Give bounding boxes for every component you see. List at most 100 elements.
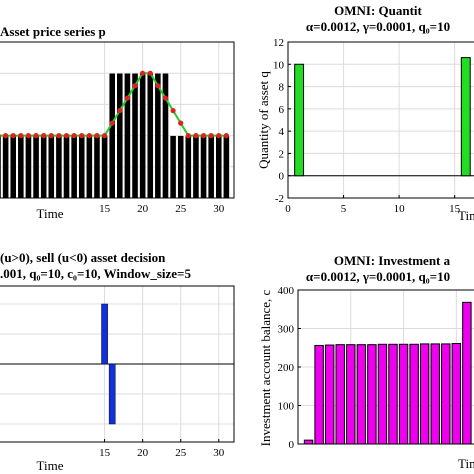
price-marker	[216, 133, 222, 139]
decision-xlabel: Time	[37, 458, 64, 473]
price-x-ticks: 15 20 25 30	[99, 195, 225, 215]
decision-bars	[101, 303, 116, 425]
investment-xlabel: Time	[458, 456, 474, 471]
investment-bar	[462, 301, 472, 445]
price-marker	[147, 70, 153, 76]
price-bars	[0, 72, 230, 199]
panel-price: Asset price series p 15 20 25 30 Time	[0, 24, 235, 221]
x-tick-label: 15	[99, 203, 111, 215]
investment-bar	[303, 439, 314, 445]
price-marker	[117, 108, 123, 114]
price-marker	[25, 133, 32, 139]
decision-subtitle: .001, q₀=10, c₀=10, Window_size=5	[0, 266, 191, 281]
x-tick-label: 25	[175, 447, 187, 459]
price-bar	[101, 135, 108, 199]
decision-title: (u>0), sell (u<0) asset decision	[0, 250, 166, 265]
price-marker	[79, 133, 85, 139]
price-bar	[139, 72, 146, 199]
y-tick-label: 10	[273, 59, 285, 71]
price-bar	[124, 72, 131, 199]
price-bar	[154, 72, 162, 199]
x-tick-label: 0	[285, 203, 291, 215]
y-tick-label: 4	[279, 126, 285, 138]
panel-quantity: OMNI: Quantit α=0.0012, γ=0.0001, q₀=10 …	[256, 3, 474, 223]
price-marker	[162, 95, 169, 101]
y-tick-label: 8	[279, 82, 285, 94]
investment-bar	[314, 344, 324, 445]
quantity-ylabel: Quantity of asset q	[256, 71, 271, 169]
quantity-title: OMNI: Quantit	[334, 3, 422, 18]
price-marker	[41, 133, 47, 139]
quantity-bar	[460, 57, 471, 177]
price-bar	[93, 135, 101, 199]
y-tick-label: 6	[279, 104, 285, 116]
investment-bar	[335, 344, 345, 445]
investment-bar	[398, 343, 409, 445]
price-bar	[32, 135, 40, 199]
price-marker	[132, 83, 138, 89]
price-marker	[101, 133, 108, 139]
price-marker	[170, 108, 176, 114]
price-marker	[140, 70, 146, 76]
x-tick-label: 25	[175, 203, 187, 215]
quantity-bars	[288, 57, 474, 177]
quantity-xlabel: Time	[458, 208, 474, 223]
price-bar	[108, 72, 116, 199]
x-tick-label: 20	[137, 447, 149, 459]
price-bar	[200, 135, 207, 199]
price-bar	[78, 135, 86, 199]
investment-y-ticks: 0 100 200 300 400	[278, 285, 301, 451]
price-bar	[192, 135, 200, 199]
decision-axes-box	[0, 285, 235, 443]
quantity-y-ticks: -2 0 2 4 6 8 10 12	[273, 37, 291, 205]
price-bar	[207, 135, 215, 199]
investment-bar	[430, 343, 440, 445]
investment-bar	[377, 343, 388, 445]
investment-bar	[367, 344, 377, 445]
investment-bar	[409, 343, 419, 445]
price-axes-box	[0, 41, 235, 199]
price-marker	[56, 133, 62, 139]
x-tick-label: 30	[213, 447, 225, 459]
x-tick-label: 30	[213, 203, 225, 215]
price-marker	[3, 133, 9, 139]
price-marker	[86, 133, 92, 139]
y-tick-label: 400	[278, 285, 295, 297]
price-marker	[10, 133, 16, 139]
quantity-grid	[287, 41, 474, 199]
price-markers	[0, 70, 229, 139]
investment-bar	[346, 344, 356, 445]
investment-ylabel: Investment account balance, c	[258, 289, 273, 446]
y-tick-label: -2	[275, 193, 284, 205]
price-marker	[71, 133, 77, 139]
investment-bars	[303, 301, 472, 445]
quantity-subtitle: α=0.0012, γ=0.0001, q₀=10	[306, 19, 450, 34]
price-marker	[94, 133, 100, 139]
y-tick-label: 12	[273, 37, 284, 49]
price-marker	[124, 95, 131, 101]
y-tick-label: 0	[279, 171, 285, 183]
investment-bar	[388, 343, 398, 445]
x-tick-label: 5	[341, 203, 347, 215]
quantity-axes-box	[287, 41, 474, 199]
price-bar	[70, 135, 78, 199]
investment-bar	[324, 344, 335, 445]
decision-x-ticks: 15 20 25 30	[99, 439, 225, 459]
price-marker	[48, 133, 54, 139]
y-tick-label: 200	[278, 362, 295, 374]
y-tick-label: 300	[278, 324, 295, 336]
price-bar	[162, 72, 169, 199]
x-tick-label: 10	[394, 203, 406, 215]
price-marker	[33, 133, 39, 139]
y-tick-label: 0	[289, 439, 295, 451]
price-marker	[0, 133, 1, 138]
price-bar	[63, 135, 70, 199]
price-bar	[185, 135, 192, 199]
price-bar	[223, 135, 230, 199]
price-marker	[155, 83, 161, 89]
price-bar	[55, 135, 63, 199]
price-marker	[193, 133, 199, 139]
x-tick-label: 15	[99, 447, 111, 459]
x-tick-label: 15	[449, 203, 461, 215]
